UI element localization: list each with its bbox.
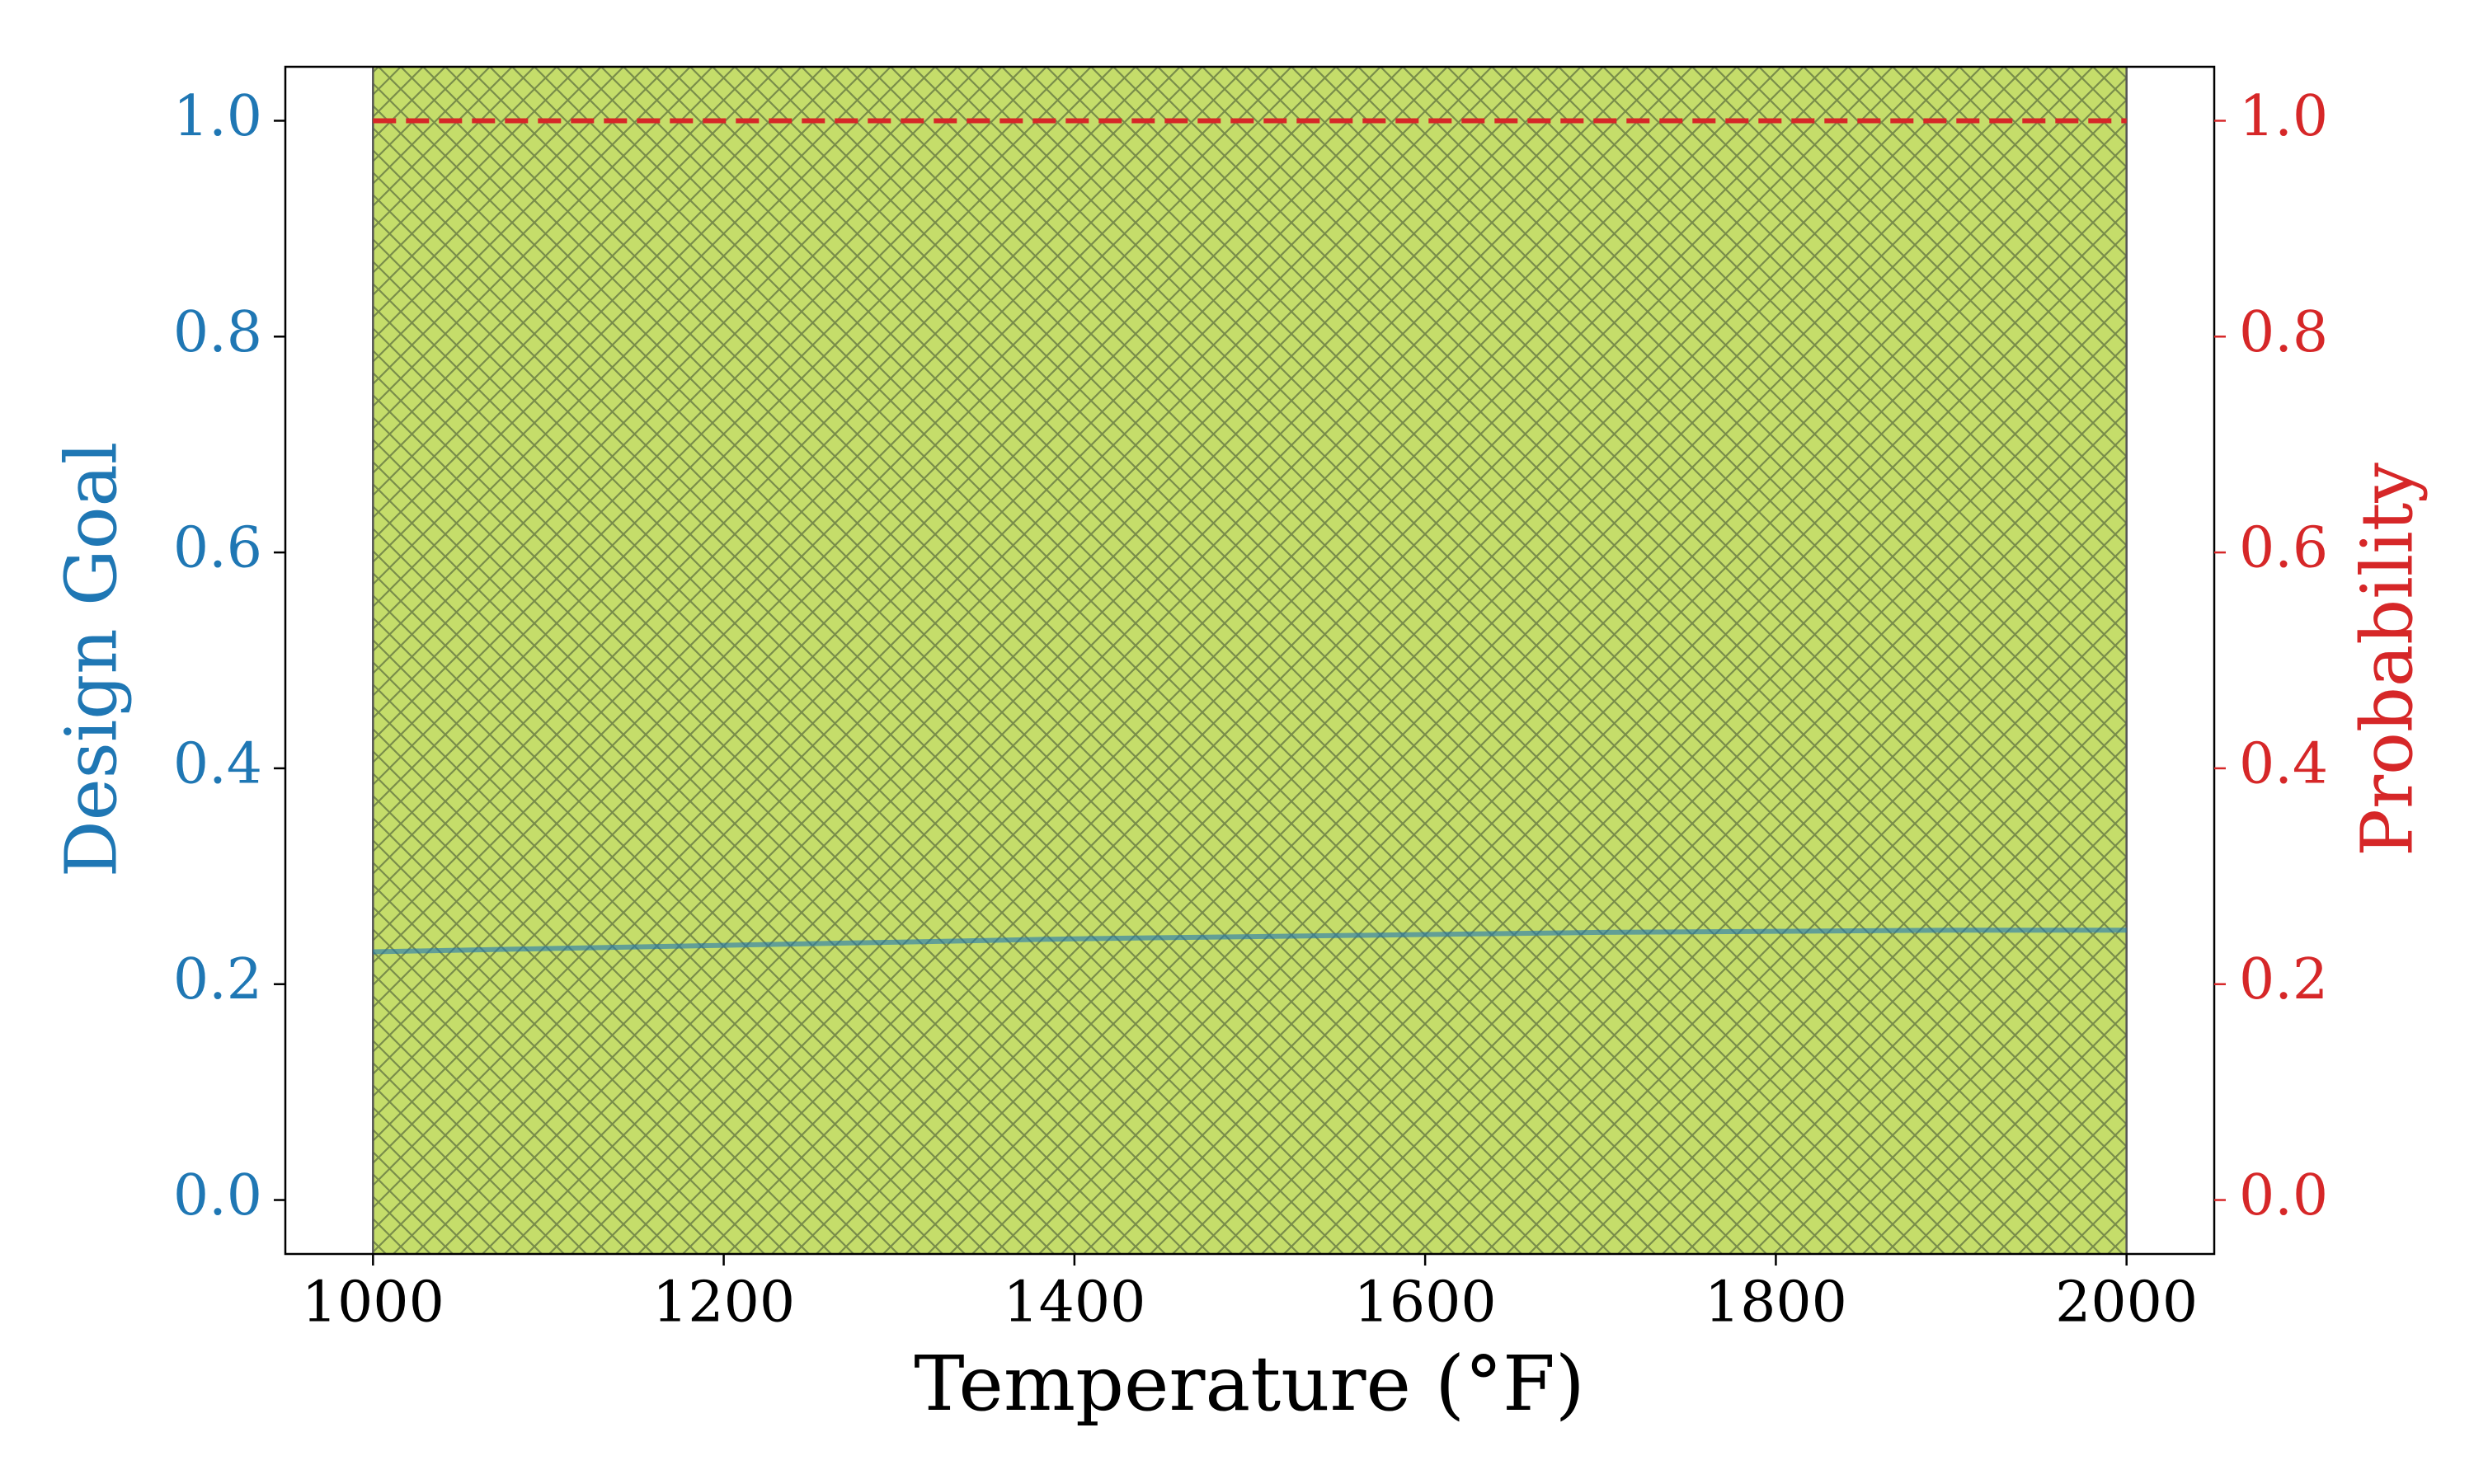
hatch: [373, 67, 2127, 1254]
x-tick-label: 1000: [302, 1270, 444, 1336]
y-tick-label: 0.4: [173, 731, 262, 796]
y2-tick-label: 0.6: [2239, 516, 2328, 581]
x-tick-label: 2000: [2055, 1270, 2198, 1336]
y-tick-label: 0.6: [173, 516, 262, 581]
x-tick-label: 1800: [1705, 1270, 1847, 1336]
y2-tick-label: 0.2: [2239, 947, 2328, 1012]
y-tick-label: 1.0: [173, 84, 262, 149]
plot-frame: [284, 65, 2216, 1256]
y-tick-label: 0.8: [173, 300, 262, 365]
y2-tick-label: 1.0: [2239, 84, 2328, 149]
y2-tick-label: 0.4: [2239, 731, 2328, 796]
x-tick-label: 1600: [1354, 1270, 1497, 1336]
y2-tick-label: 0.0: [2239, 1163, 2328, 1228]
y2-axis-label: Probability: [2347, 463, 2429, 857]
data-line: [373, 928, 2127, 955]
x-axis-label: Temperature (°F): [914, 1340, 1585, 1428]
y-tick-label: 0.2: [173, 947, 262, 1012]
y-tick-label: 0.0: [173, 1163, 262, 1228]
y2-tick-label: 0.8: [2239, 300, 2328, 365]
y-axis-label: Design Goal: [51, 442, 134, 878]
x-tick-label: 1200: [652, 1270, 795, 1336]
x-tick-label: 1400: [1003, 1270, 1145, 1336]
